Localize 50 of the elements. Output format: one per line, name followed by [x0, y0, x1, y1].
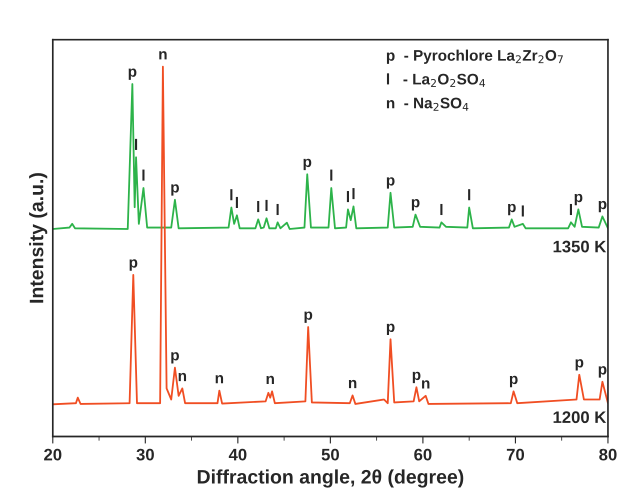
annotation: p [598, 200, 606, 212]
annotation: l [236, 196, 238, 208]
annotation: n - Na$_{2}$SO$_{4}$ [386, 98, 468, 111]
annotation: p [510, 376, 518, 388]
annotation: p [386, 177, 395, 189]
x-tick-label: 40 [228, 448, 246, 461]
annotation: n [216, 375, 224, 384]
annotation: p [574, 194, 582, 206]
x-tick-label: 70 [506, 448, 524, 461]
annotation: l [440, 204, 442, 216]
text: p - Pyrochlore La$_{2}$Zr$_{2}$O$_{7}$ [386, 50, 563, 64]
annotation: l [230, 189, 232, 200]
annotation: p [128, 68, 136, 80]
annotation: n [178, 372, 186, 382]
x-tick-label: 20 [44, 448, 62, 461]
annotation: l [468, 189, 470, 200]
annotation: l [276, 204, 279, 216]
annotation: l [142, 170, 145, 181]
annotation: p [508, 204, 516, 216]
annotation: l [330, 170, 332, 181]
annotation: p [576, 359, 584, 371]
annotation: l [352, 188, 355, 200]
annotation: n [266, 376, 274, 384]
annotation: p [598, 366, 606, 378]
x-tick-label: 50 [322, 448, 339, 461]
annotation: l [570, 204, 572, 216]
x-tick-label: 60 [414, 448, 432, 461]
annotation: l - La$_{2}$O$_{2}$SO$_{4}$ [386, 73, 486, 87]
annotation: n [422, 380, 430, 388]
x-tick-label: 80 [599, 448, 617, 461]
annotation: l [135, 138, 138, 150]
annotation: p [412, 372, 420, 384]
annotation: p [304, 158, 312, 170]
annotation: p [171, 184, 179, 196]
annotation: n [159, 51, 167, 60]
annotation: p [386, 324, 395, 336]
annotation: 1350 K [554, 240, 606, 252]
x-axis-title: Diffraction angle, 2θ (degree) [198, 469, 464, 488]
annotation: l [265, 200, 268, 211]
annotation: p [171, 352, 179, 364]
annotation: 1200 K [554, 411, 606, 424]
annotation: l [257, 201, 260, 212]
y-axis-title: Intensity (a.u.) [29, 173, 48, 303]
annotation: p [304, 311, 312, 323]
annotation: p [412, 199, 420, 210]
annotation: p [130, 259, 138, 271]
annotation: l [346, 191, 349, 202]
annotation: n [348, 380, 356, 388]
annotation: l [522, 205, 524, 217]
x-tick-label: 30 [136, 448, 154, 461]
